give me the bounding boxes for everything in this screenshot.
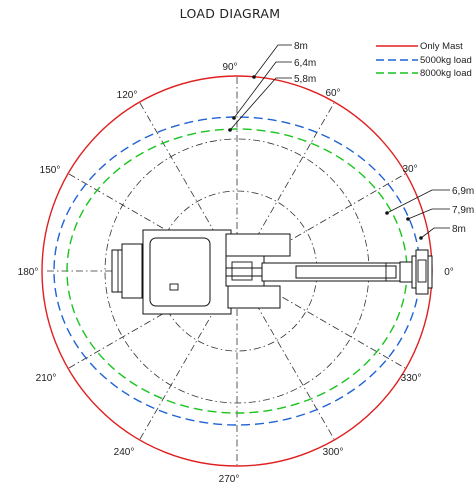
machine-boom-inner xyxy=(295,265,397,279)
top-callouts: 8m 6,4m 5,8m xyxy=(228,41,316,132)
legend: Only Mast 5000kg load 8000kg load xyxy=(376,41,472,79)
callout-leader-top-3 xyxy=(229,77,292,131)
angle-label-60: 60° xyxy=(325,88,340,99)
right-callouts: 6,9m 7,9m 8m xyxy=(385,186,474,240)
angle-label-30: 30° xyxy=(402,164,417,175)
legend-label-5000kg: 5000kg load xyxy=(420,55,472,66)
angle-label-90: 90° xyxy=(222,62,237,73)
machine-cabin xyxy=(149,237,211,307)
machine-top-view xyxy=(111,229,433,315)
callout-leader-right-1 xyxy=(386,189,450,214)
angle-label-150: 150° xyxy=(40,165,61,176)
legend-label-8000kg: 8000kg load xyxy=(420,68,472,79)
callout-top-2: 6,4m xyxy=(294,58,316,69)
angle-label-240: 240° xyxy=(114,447,135,458)
callout-leader-top-1 xyxy=(253,44,292,78)
legend-label-only-mast: Only Mast xyxy=(420,41,463,52)
callout-leader-right-3 xyxy=(420,227,450,239)
callout-leader-top-2 xyxy=(233,61,292,119)
callout-right-3: 8m xyxy=(452,224,466,235)
angle-label-0: 0° xyxy=(444,267,454,278)
angle-label-330: 330° xyxy=(401,373,422,384)
angle-label-300: 300° xyxy=(323,447,344,458)
callout-top-3: 5,8m xyxy=(294,74,316,85)
angle-labels: 90° 120° 60° 150° 30° 180° 0° 210° 330° … xyxy=(18,62,454,485)
angle-label-210: 210° xyxy=(36,373,57,384)
machine-side-housing-bottom xyxy=(227,285,281,309)
callout-leader-right-2 xyxy=(407,208,450,220)
callout-top-1: 8m xyxy=(294,41,308,52)
angle-label-180: 180° xyxy=(18,267,39,278)
callout-right-1: 6,9m xyxy=(452,186,474,197)
machine-side-housing-top xyxy=(225,233,291,257)
machine-fork-carriage xyxy=(415,249,429,295)
diagram-title: LOAD DIAGRAM xyxy=(180,6,281,21)
angle-label-120: 120° xyxy=(117,90,138,101)
angle-label-270: 270° xyxy=(219,474,240,485)
machine-rear-frame xyxy=(121,243,143,299)
callout-right-2: 7,9m xyxy=(452,205,474,216)
